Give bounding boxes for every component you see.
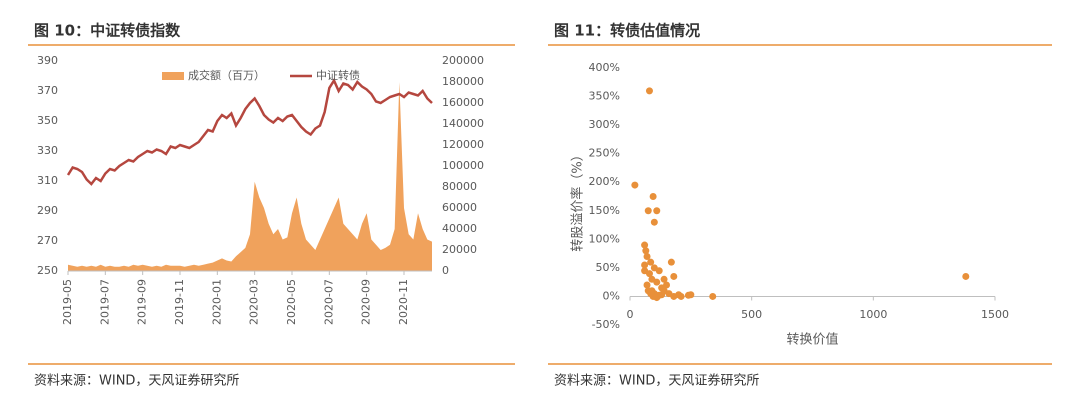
y2-tick-label: 20000: [442, 243, 477, 256]
y-tick-label: 250: [37, 264, 58, 277]
y-tick-label: 290: [37, 204, 58, 217]
line: [66, 77, 433, 186]
point: [643, 281, 651, 289]
point: [709, 292, 717, 300]
y2-tick-label: 120000: [442, 138, 484, 151]
x-tick-label: 2019-09: [136, 279, 149, 325]
area: [68, 82, 432, 271]
y2-tick-label: 80000: [442, 180, 477, 193]
x-tick-label: 2020-01: [210, 279, 223, 325]
y-tick-label: 310: [37, 174, 58, 187]
point: [631, 181, 639, 189]
point: [649, 193, 657, 200]
x-tick-label: 2019-05: [61, 279, 74, 325]
x-tick-label: 2019-11: [173, 279, 186, 325]
point: [687, 291, 695, 299]
y2-tick-label: 180000: [442, 75, 484, 88]
x-tick-label: 2020-05: [285, 279, 298, 325]
x-tick-label: 0: [627, 308, 634, 321]
source: 资料来源：WIND，天风证券研究所: [554, 373, 759, 389]
point: [660, 275, 668, 283]
y-tick-label: 400%: [589, 61, 620, 74]
x-axis-label: 转换价值: [786, 332, 838, 348]
y2-tick-label: 140000: [442, 117, 484, 130]
point: [653, 207, 661, 215]
point: [647, 290, 655, 298]
x-tick-label: 2020-03: [248, 279, 261, 325]
legend-swatch: [162, 72, 184, 80]
x-tick-label: 2020-09: [360, 279, 373, 325]
point: [962, 272, 970, 280]
x-tick-label: 2020-11: [397, 279, 410, 325]
y-tick-label: 200%: [589, 175, 620, 188]
y2-tick-label: 160000: [442, 96, 484, 109]
y-tick-label: 300%: [589, 118, 620, 131]
y-tick-label: 350: [37, 114, 58, 127]
y-axis-label: 转股溢价率（%）: [570, 148, 586, 251]
point: [670, 272, 678, 280]
y2-tick-label: 0: [442, 264, 449, 277]
point: [642, 247, 650, 255]
point: [644, 207, 652, 215]
point: [653, 278, 661, 286]
x-tick-label: 1500: [981, 308, 1009, 321]
x-tick-label: 2020-07: [322, 279, 335, 325]
point: [641, 261, 649, 269]
point: [650, 218, 658, 226]
point: [643, 252, 651, 260]
y-tick-label: 100%: [589, 232, 620, 245]
y-tick-label: 250%: [589, 147, 620, 160]
source: 资料来源：WIND，天风证券研究所: [34, 373, 239, 389]
point: [667, 258, 675, 266]
y-tick-label: 350%: [589, 90, 620, 103]
point: [641, 241, 649, 249]
chart-title: 图 11：转债估值情况: [554, 22, 700, 40]
y2-tick-label: 40000: [442, 222, 477, 235]
y2-tick-label: 60000: [442, 201, 477, 214]
y-tick-label: 0%: [603, 289, 620, 302]
point: [655, 267, 663, 275]
y2-tick-label: 200000: [442, 54, 484, 67]
point: [641, 267, 649, 275]
y-tick-label: 370: [37, 84, 58, 97]
x-tick-label: 1000: [859, 308, 887, 321]
y-tick-label: 150%: [589, 204, 620, 217]
point: [645, 87, 653, 95]
x-tick-label: 500: [741, 308, 762, 321]
y2-tick-label: 100000: [442, 159, 484, 172]
y-tick-label: -50%: [592, 318, 620, 331]
y-tick-label: 50%: [596, 261, 620, 274]
y-tick-label: 270: [37, 234, 58, 247]
chart-title: 图 10：中证转债指数: [34, 22, 181, 40]
y-tick-label: 390: [37, 54, 58, 67]
legend-label: 中证转债: [316, 68, 360, 82]
legend-label: 成交额（百万）: [188, 68, 265, 82]
point: [677, 292, 685, 300]
point: [647, 258, 655, 266]
y-tick-label: 330: [37, 144, 58, 157]
x-tick-label: 2019-07: [98, 279, 111, 325]
point: [658, 291, 666, 299]
point: [670, 292, 678, 300]
